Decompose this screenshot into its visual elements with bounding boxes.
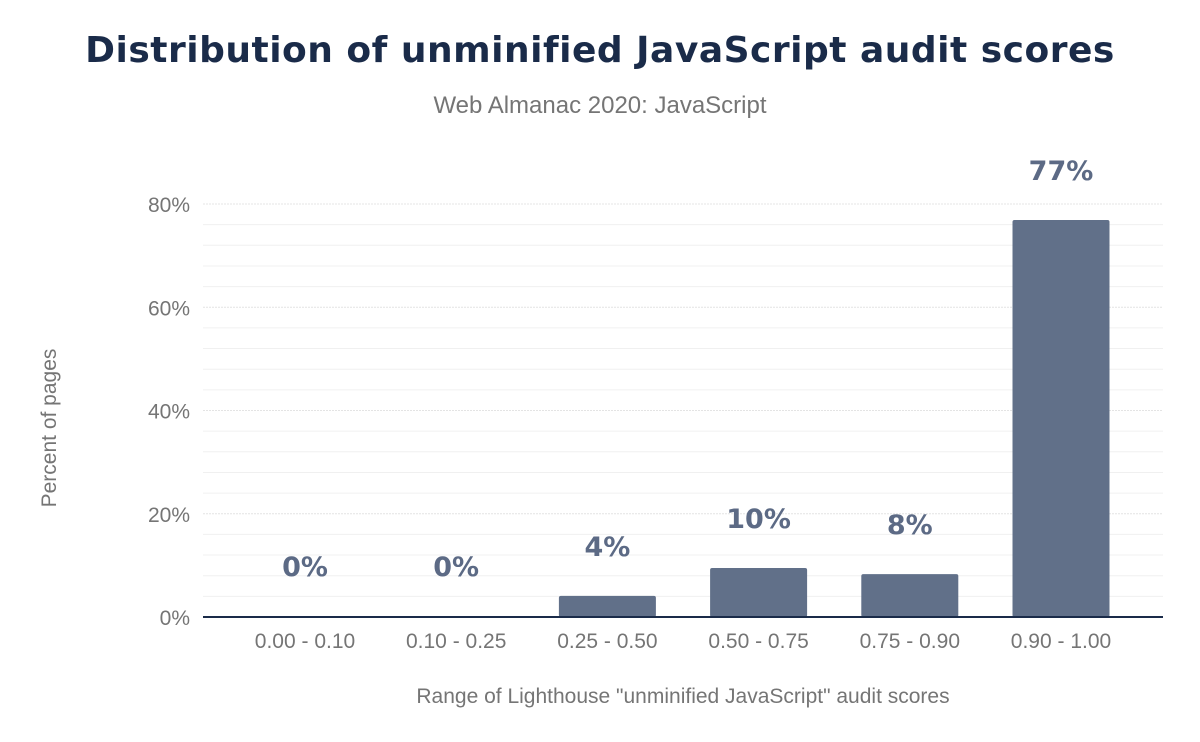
chart-title: Distribution of unminified JavaScript au…	[85, 30, 1115, 71]
data-label: 0%	[282, 552, 328, 583]
data-label: 0%	[433, 552, 479, 583]
x-tick-label: 0.10 - 0.25	[406, 630, 506, 653]
bar	[1012, 220, 1110, 617]
x-tick-label: 0.75 - 0.90	[860, 630, 960, 653]
x-tick-label: 0.25 - 0.50	[557, 630, 657, 653]
y-tick-label: 0%	[160, 607, 190, 630]
y-tick-label: 80%	[148, 194, 190, 217]
y-tick-label: 40%	[148, 401, 190, 424]
x-axis-label: Range of Lighthouse "unminified JavaScri…	[416, 685, 949, 708]
data-label: 77%	[1029, 156, 1094, 187]
data-label: 10%	[726, 504, 791, 535]
y-axis-label: Percent of pages	[38, 349, 61, 508]
chart-subtitle: Web Almanac 2020: JavaScript	[433, 92, 767, 119]
x-tick-label: 0.50 - 0.75	[708, 630, 808, 653]
y-tick-label: 20%	[148, 504, 190, 527]
bar	[558, 595, 656, 617]
x-tick-label: 0.00 - 0.10	[255, 630, 355, 653]
data-label: 4%	[584, 532, 630, 563]
data-label: 8%	[887, 510, 933, 541]
y-tick-label: 60%	[148, 297, 190, 320]
bar	[710, 567, 808, 617]
bar	[861, 574, 959, 617]
x-tick-label: 0.90 - 1.00	[1011, 630, 1111, 653]
